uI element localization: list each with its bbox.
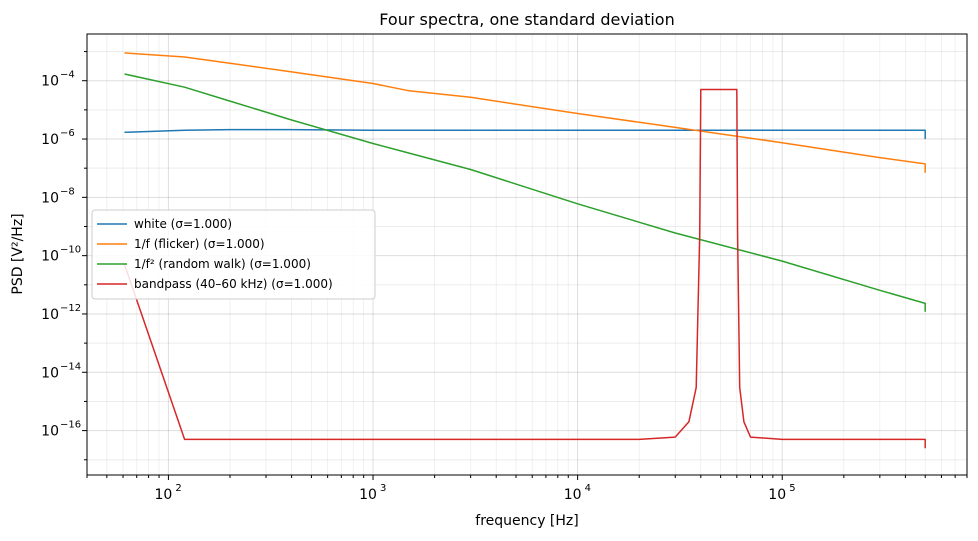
- legend: white (σ=1.000) 1/f (flicker) (σ=1.000) 1/…: [91, 209, 376, 300]
- series-line-2: [124, 52, 926, 173]
- y-tick-label: 10: [41, 190, 59, 206]
- x-tick-label: 10: [768, 487, 786, 503]
- chart-title: Four spectra, one standard deviation: [379, 10, 674, 29]
- x-tick-exponent: 2: [175, 483, 181, 494]
- series-line-4: [123, 88, 926, 449]
- x-tick-exponent: 5: [789, 483, 795, 494]
- y-tick-label: 10: [41, 365, 59, 381]
- y-tick-exponent: −16: [60, 420, 81, 431]
- y-tick-label: 10: [41, 132, 59, 148]
- series-line-1: [124, 128, 926, 139]
- legend-box: [91, 209, 376, 300]
- y-tick-exponent: −12: [60, 303, 81, 314]
- y-tick-exponent: −10: [60, 245, 81, 256]
- y-tick-label: 10: [41, 249, 59, 265]
- legend-label-3: 1/f² (random walk) (σ=1.000): [134, 257, 311, 271]
- y-tick-label: 10: [41, 424, 59, 440]
- plot-frame: [86, 33, 968, 476]
- legend-label-1: white (σ=1.000): [134, 217, 232, 231]
- y-axis-label: PSD [V²/Hz]: [10, 213, 26, 294]
- legend-label-2: 1/f (flicker) (σ=1.000): [134, 237, 265, 251]
- x-tick-label: 10: [359, 487, 377, 503]
- x-tick-exponent: 4: [585, 483, 591, 494]
- y-tick-label: 10: [41, 74, 59, 90]
- x-tick-label: 10: [155, 487, 173, 503]
- x-tick-label: 10: [564, 487, 582, 503]
- y-tick-label: 10: [41, 307, 59, 323]
- legend-label-4: bandpass (40–60 kHz) (σ=1.000): [134, 277, 333, 291]
- y-tick-exponent: −8: [60, 186, 75, 197]
- series-layer: [123, 52, 926, 449]
- series-line-3: [124, 73, 926, 312]
- x-axis-label: frequency [Hz]: [475, 513, 578, 529]
- y-tick-exponent: −6: [60, 128, 75, 139]
- x-axis-ticks: 10 2 10 3 10 4 10 5: [86, 475, 968, 503]
- y-tick-exponent: −4: [60, 70, 75, 81]
- x-tick-exponent: 3: [380, 483, 386, 494]
- y-tick-exponent: −14: [60, 361, 81, 372]
